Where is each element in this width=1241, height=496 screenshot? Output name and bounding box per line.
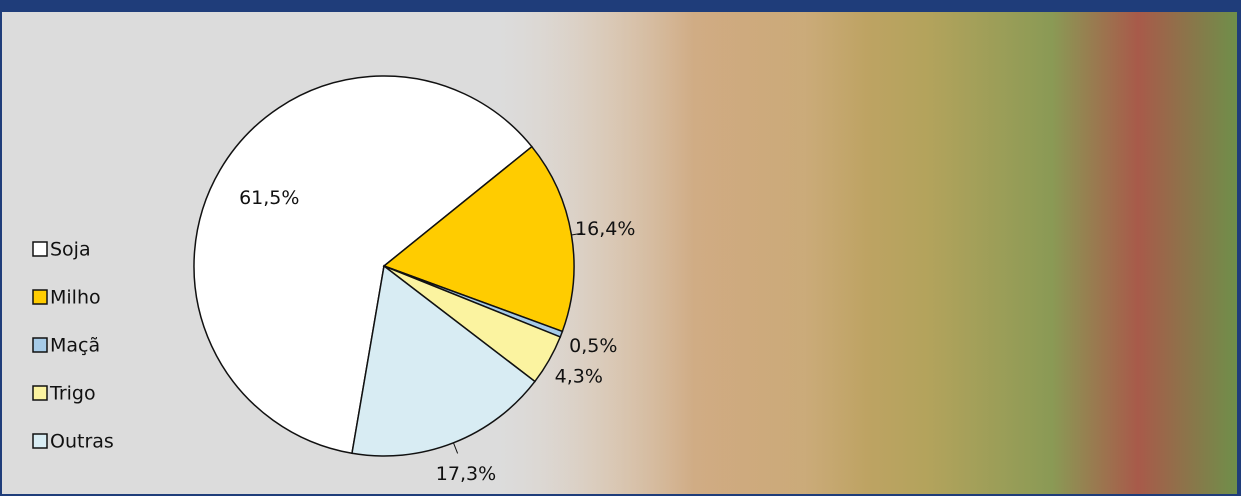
legend-swatch [32, 289, 48, 305]
pie-slice [351, 264, 536, 457]
legend-swatch [32, 433, 48, 449]
legend-swatch [32, 385, 48, 401]
legend-label: Maçã [50, 335, 100, 357]
pie-slice [193, 75, 533, 455]
legend-label: Trigo [49, 383, 96, 405]
leader-line [452, 442, 459, 454]
leader-line [571, 232, 583, 236]
data-label: 61,5% [239, 187, 299, 209]
legend-swatch [32, 337, 48, 353]
data-label: 17,3% [436, 463, 496, 485]
legend-label: Milho [50, 287, 101, 309]
data-label: 4,3% [555, 366, 603, 388]
legend-label: Outras [50, 431, 114, 453]
data-label: 0,5% [569, 335, 617, 357]
data-label: 16,4% [575, 218, 635, 240]
legend-label: Soja [50, 239, 91, 261]
pie-slice [382, 145, 575, 333]
legend-swatch [32, 241, 48, 257]
